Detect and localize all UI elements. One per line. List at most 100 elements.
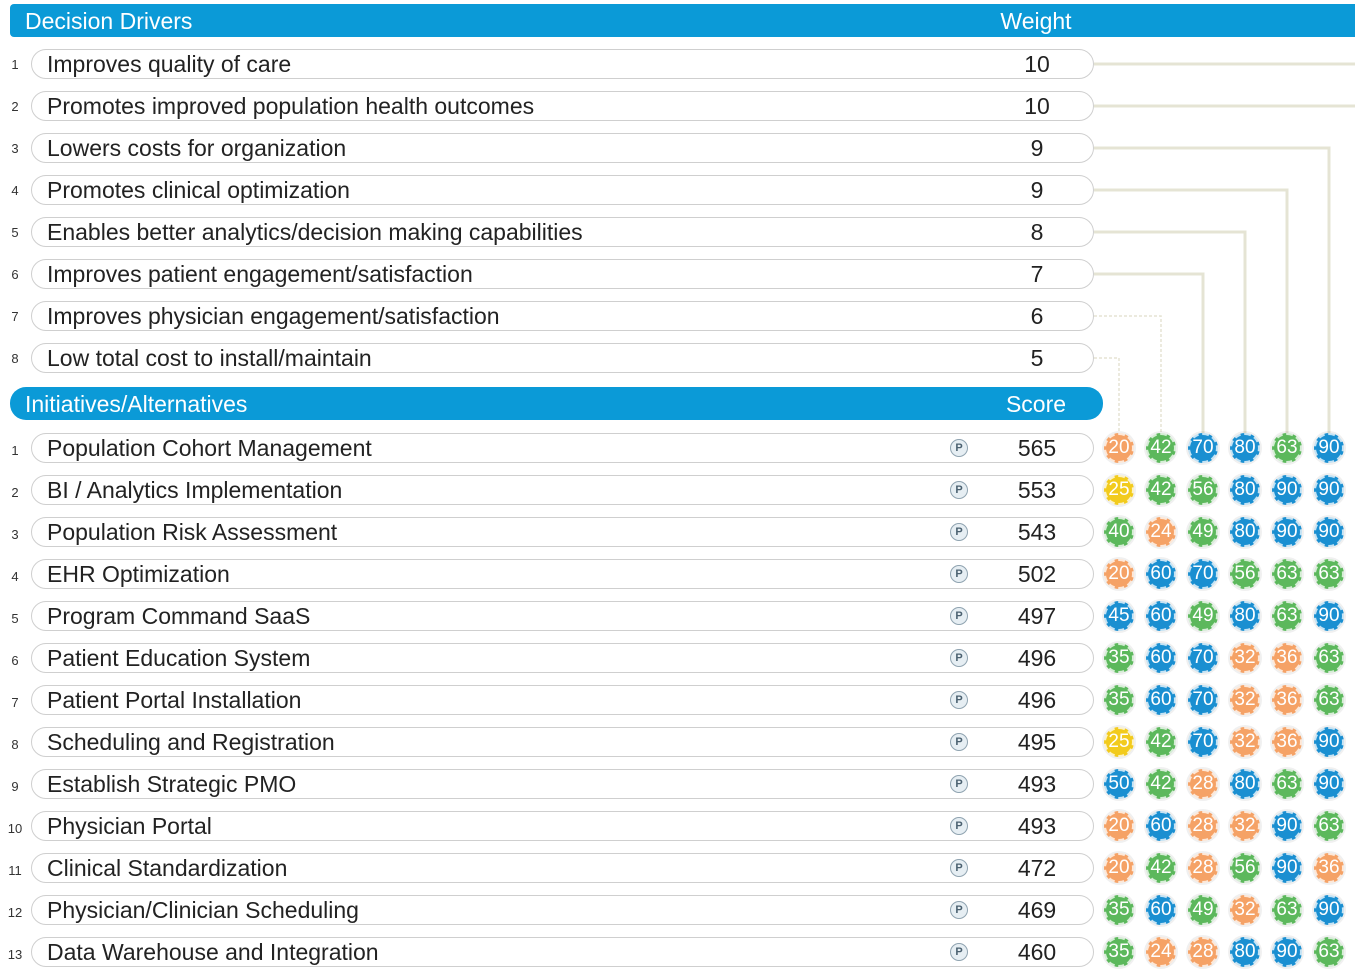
project-icon[interactable]: P — [950, 733, 968, 751]
rating-badge: 80 — [1230, 433, 1260, 463]
rating-badge: 63 — [1314, 811, 1344, 841]
initiative-label: BI / Analytics Implementation — [47, 477, 343, 503]
driver-label: Lowers costs for organization — [47, 135, 347, 161]
driver-row[interactable]: Promotes clinical optimization 9 — [31, 175, 1094, 205]
project-icon[interactable]: P — [950, 607, 968, 625]
initiative-number: 10 — [7, 821, 23, 836]
initiative-score: 553 — [1017, 477, 1057, 503]
initiative-score: 496 — [1017, 645, 1057, 671]
project-icon[interactable]: P — [950, 439, 968, 457]
rating-badge: 90 — [1272, 937, 1302, 967]
driver-weight: 10 — [1024, 93, 1050, 119]
initiative-number: 8 — [11, 737, 19, 752]
rating-badge: 80 — [1230, 769, 1260, 799]
initiative-row[interactable]: Scheduling and Registration P 495 — [31, 727, 1094, 757]
initiative-row[interactable]: Physician/Clinician Scheduling P 469 — [31, 895, 1094, 925]
initiative-number: 9 — [11, 779, 19, 794]
rating-badge: 70 — [1188, 685, 1218, 715]
initiative-row[interactable]: Establish Strategic PMO P 493 — [31, 769, 1094, 799]
rating-badge: 20 — [1104, 853, 1134, 883]
rating-badge: 90 — [1314, 475, 1344, 505]
initiative-score: 472 — [1017, 855, 1057, 881]
driver-weight: 7 — [1030, 261, 1044, 287]
initiative-row[interactable]: Patient Education System P 496 — [31, 643, 1094, 673]
rating-badge: 60 — [1146, 811, 1176, 841]
driver-number: 3 — [11, 141, 19, 156]
rating-badge: 36 — [1272, 727, 1302, 757]
rating-badge: 80 — [1230, 517, 1260, 547]
driver-label: Improves quality of care — [47, 51, 292, 77]
initiative-row[interactable]: Population Risk Assessment P 543 — [31, 517, 1094, 547]
driver-number: 6 — [11, 267, 19, 282]
decision-drivers-header: Decision Drivers Weight — [10, 4, 1355, 37]
project-icon[interactable]: P — [950, 817, 968, 835]
initiative-label: Population Risk Assessment — [47, 519, 338, 545]
driver-weight: 9 — [1030, 177, 1044, 203]
driver-row[interactable]: Improves quality of care 10 — [31, 49, 1094, 79]
rating-badge: 90 — [1272, 853, 1302, 883]
project-icon[interactable]: P — [950, 481, 968, 499]
project-icon[interactable]: P — [950, 691, 968, 709]
driver-row[interactable]: Improves physician engagement/satisfacti… — [31, 301, 1094, 331]
driver-number: 2 — [11, 99, 19, 114]
initiative-score: 496 — [1017, 687, 1057, 713]
rating-badge: 45 — [1104, 601, 1134, 631]
rating-badge: 90 — [1314, 601, 1344, 631]
rating-badge: 63 — [1272, 601, 1302, 631]
rating-badge: 56 — [1188, 475, 1218, 505]
initiative-row[interactable]: Program Command SaaS P 497 — [31, 601, 1094, 631]
rating-badge: 90 — [1314, 517, 1344, 547]
weight-column-header: Weight — [1000, 8, 1072, 34]
initiatives-header: Initiatives/Alternatives Score — [10, 387, 1103, 420]
project-icon[interactable]: P — [950, 565, 968, 583]
project-icon[interactable]: P — [950, 523, 968, 541]
driver-row[interactable]: Improves patient engagement/satisfaction… — [31, 259, 1094, 289]
initiative-row[interactable]: Clinical Standardization P 472 — [31, 853, 1094, 883]
initiative-score: 497 — [1017, 603, 1057, 629]
initiative-score: 502 — [1017, 561, 1057, 587]
initiative-row[interactable]: Patient Portal Installation P 496 — [31, 685, 1094, 715]
initiative-number: 3 — [11, 527, 19, 542]
driver-row[interactable]: Promotes improved population health outc… — [31, 91, 1094, 121]
rating-badge: 32 — [1230, 685, 1260, 715]
driver-row[interactable]: Low total cost to install/maintain 5 — [31, 343, 1094, 373]
rating-badge: 60 — [1146, 895, 1176, 925]
driver-label: Promotes clinical optimization — [47, 177, 350, 203]
project-icon[interactable]: P — [950, 775, 968, 793]
rating-badge: 32 — [1230, 811, 1260, 841]
initiative-row[interactable]: Physician Portal P 493 — [31, 811, 1094, 841]
driver-row[interactable]: Lowers costs for organization 9 — [31, 133, 1094, 163]
initiative-row[interactable]: BI / Analytics Implementation P 553 — [31, 475, 1094, 505]
decision-drivers-title: Decision Drivers — [25, 8, 193, 34]
rating-badge: 60 — [1146, 601, 1176, 631]
project-icon[interactable]: P — [950, 901, 968, 919]
driver-label: Enables better analytics/decision making… — [47, 219, 583, 245]
rating-badge: 60 — [1146, 685, 1176, 715]
initiative-score: 493 — [1017, 813, 1057, 839]
rating-badge: 42 — [1146, 853, 1176, 883]
project-icon[interactable]: P — [950, 649, 968, 667]
driver-weight: 10 — [1024, 51, 1050, 77]
initiative-label: Population Cohort Management — [47, 435, 372, 461]
driver-number: 4 — [11, 183, 19, 198]
rating-badge: 63 — [1314, 937, 1344, 967]
rating-badge: 56 — [1230, 853, 1260, 883]
rating-badge: 70 — [1188, 433, 1218, 463]
rating-badge: 42 — [1146, 727, 1176, 757]
rating-badge: 70 — [1188, 559, 1218, 589]
rating-badge: 40 — [1104, 517, 1134, 547]
score-column-header: Score — [1005, 391, 1067, 417]
rating-badge: 20 — [1104, 811, 1134, 841]
rating-badge: 60 — [1146, 559, 1176, 589]
initiative-number: 11 — [8, 863, 22, 878]
rating-badge: 56 — [1230, 559, 1260, 589]
project-icon[interactable]: P — [950, 943, 968, 961]
initiative-row[interactable]: EHR Optimization P 502 — [31, 559, 1094, 589]
initiative-label: Physician Portal — [47, 813, 212, 839]
project-icon[interactable]: P — [950, 859, 968, 877]
initiative-label: Clinical Standardization — [47, 855, 288, 881]
driver-row[interactable]: Enables better analytics/decision making… — [31, 217, 1094, 247]
initiative-row[interactable]: Data Warehouse and Integration P 460 — [31, 937, 1094, 967]
initiative-row[interactable]: Population Cohort Management P 565 — [31, 433, 1094, 463]
